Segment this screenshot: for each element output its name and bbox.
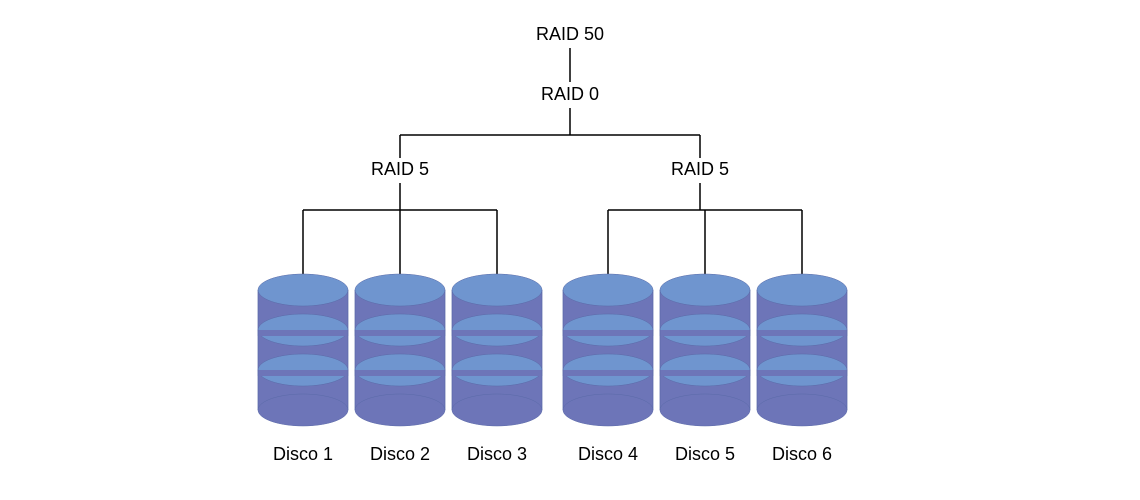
raid50-diagram: RAID 50 RAID 0 RAID 5 RAID 5 Disco 1 Disco 2 D…	[0, 0, 1140, 500]
disk-icon-4	[563, 274, 653, 426]
label-raid5-left: RAID 5	[371, 159, 429, 179]
disk-icon-5	[660, 274, 750, 426]
disk-label-3: Disco 3	[467, 444, 527, 464]
label-raid5-right: RAID 5	[671, 159, 729, 179]
disk-icon-2	[355, 274, 445, 426]
disk-label-6: Disco 6	[772, 444, 832, 464]
label-raid50: RAID 50	[536, 24, 604, 44]
disk-icon-1	[258, 274, 348, 426]
disk-label-5: Disco 5	[675, 444, 735, 464]
disk-label-2: Disco 2	[370, 444, 430, 464]
disk-icon-6	[757, 274, 847, 426]
disk-label-4: Disco 4	[578, 444, 638, 464]
disk-icon-3	[452, 274, 542, 426]
disk-label-1: Disco 1	[273, 444, 333, 464]
label-raid0: RAID 0	[541, 84, 599, 104]
